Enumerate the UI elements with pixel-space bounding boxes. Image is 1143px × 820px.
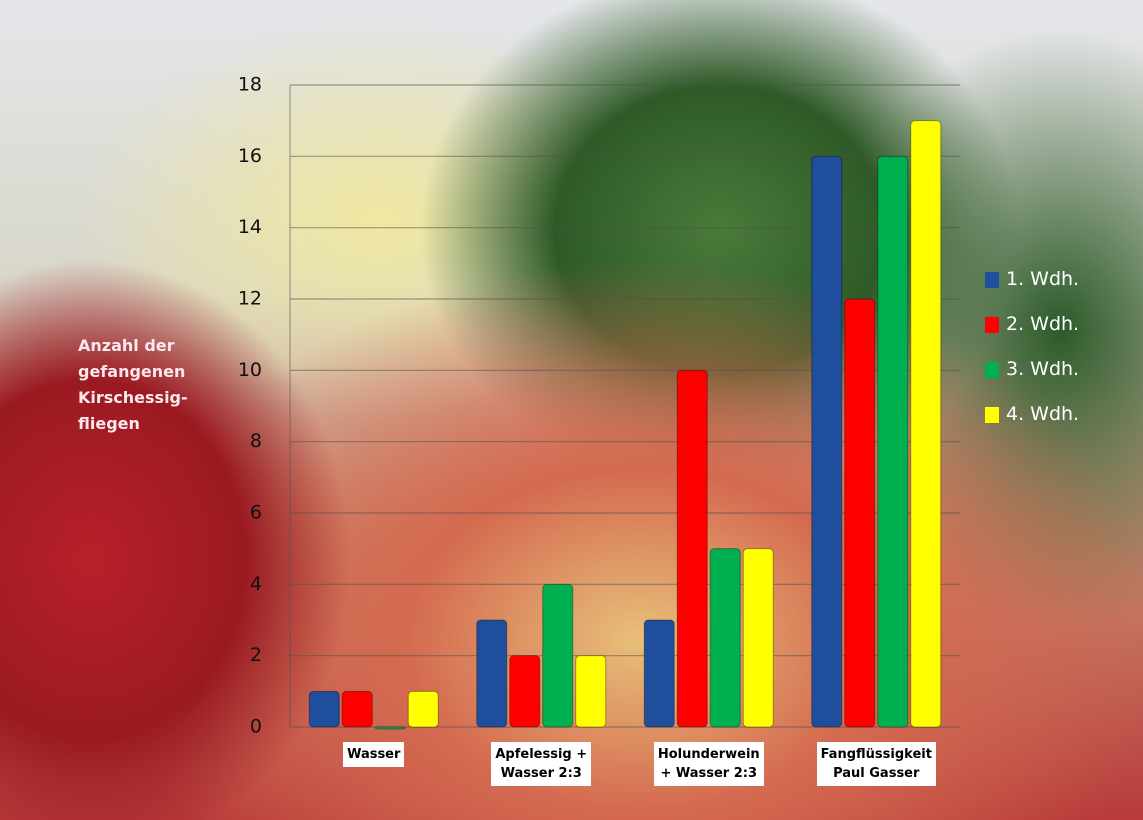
y-tick-label: 14 <box>238 216 262 238</box>
y-tick-label: 6 <box>250 502 262 524</box>
y-tick-label: 12 <box>238 288 262 310</box>
y-tick-label: 10 <box>238 359 262 381</box>
bar <box>575 655 607 728</box>
y-tick-label: 2 <box>250 644 262 666</box>
bar <box>374 726 406 730</box>
x-tick-box: Apfelessig + Wasser 2:3 <box>491 742 592 786</box>
legend-swatch <box>985 317 999 333</box>
x-tick-box: Wasser <box>343 742 405 767</box>
bar <box>476 619 508 728</box>
x-tick-label: Apfelessig + Wasser 2:3 <box>466 742 616 786</box>
bar <box>742 548 774 728</box>
y-tick-label: 16 <box>238 145 262 167</box>
x-tick-label: Holunderwein + Wasser 2:3 <box>634 742 784 786</box>
legend-label: 2. Wdh. <box>1006 313 1080 335</box>
bar <box>910 120 942 728</box>
bar <box>308 690 340 728</box>
x-tick-label: Wasser <box>299 742 449 767</box>
bar <box>877 155 909 728</box>
legend-label: 4. Wdh. <box>1006 403 1080 425</box>
legend-swatch <box>985 272 999 288</box>
y-axis-label: Anzahl der gefangenen Kirschessig- flieg… <box>78 336 188 433</box>
y-tick-label: 18 <box>238 74 262 96</box>
bar <box>341 690 373 728</box>
bar <box>811 155 843 728</box>
bar <box>676 369 708 728</box>
legend-label: 1. Wdh. <box>1006 268 1080 290</box>
legend-swatch <box>985 407 999 423</box>
legend-swatch <box>985 362 999 378</box>
bar <box>844 298 876 728</box>
y-tick-label: 8 <box>250 430 262 452</box>
bar <box>542 583 574 728</box>
x-tick-box: Fangflüssigkeit Paul Gasser <box>816 742 936 786</box>
x-tick-box: Holunderwein + Wasser 2:3 <box>653 742 764 786</box>
x-tick-label: Fangflüssigkeit Paul Gasser <box>801 742 951 786</box>
bar <box>407 690 439 728</box>
bar <box>509 655 541 728</box>
y-tick-label: 4 <box>250 573 262 595</box>
bar <box>709 548 741 728</box>
bar <box>643 619 675 728</box>
y-tick-label: 0 <box>250 716 262 738</box>
legend-label: 3. Wdh. <box>1006 358 1080 380</box>
